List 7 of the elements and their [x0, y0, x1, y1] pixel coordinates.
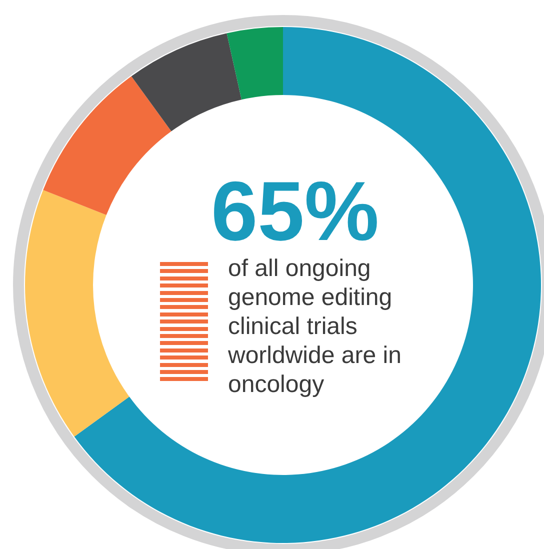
donut-slice — [226, 27, 283, 100]
text: of all ongoing genome editing clinical trials worldwide are in oncology — [227, 255, 402, 398]
donut-slice — [74, 27, 541, 543]
donut-slice — [131, 33, 242, 132]
text: 65% — [210, 164, 380, 258]
donut-slice — [43, 76, 172, 216]
donut-slice — [25, 190, 130, 437]
